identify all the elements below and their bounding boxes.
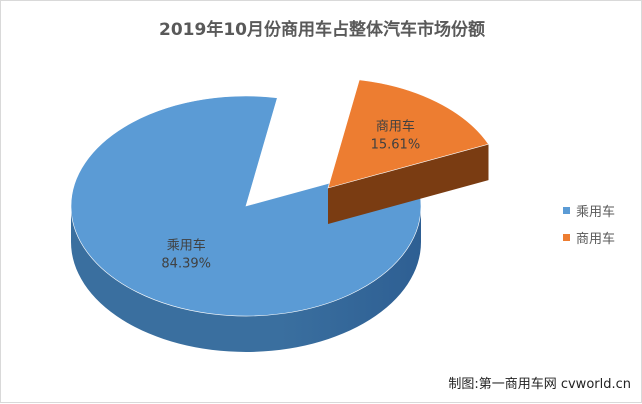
legend-label-commercial: 商用车 bbox=[576, 232, 616, 247]
legend-item-passenger: 乘用车 bbox=[563, 197, 615, 224]
legend-swatch-passenger bbox=[563, 207, 570, 214]
legend-item-commercial: 商用车 bbox=[563, 224, 615, 251]
pie-cut-commercial bbox=[328, 144, 489, 224]
data-label-value-passenger: 84.39% bbox=[161, 256, 211, 271]
pie-slice-commercial: 商用车 15.61% bbox=[327, 79, 489, 224]
legend-swatch-commercial bbox=[563, 234, 570, 241]
chart-legend: 乘用车 商用车 bbox=[563, 197, 615, 251]
pie-side-passenger bbox=[71, 206, 421, 352]
data-label-name-commercial: 商用车 bbox=[376, 119, 415, 135]
data-label-name-passenger: 乘用车 bbox=[167, 237, 206, 253]
legend-label-passenger: 乘用车 bbox=[576, 205, 616, 220]
credit-text: 制图:第一商用车网 cvworld.cn bbox=[448, 377, 631, 392]
chart-title: 2019年10月份商用车占整体汽车市场份额 bbox=[159, 20, 485, 40]
data-label-value-commercial: 15.61% bbox=[371, 138, 421, 153]
pie-slice-passenger: 乘用车 84.39% bbox=[70, 95, 422, 352]
pie-top-commercial bbox=[327, 79, 489, 189]
pie-top-passenger bbox=[70, 95, 422, 317]
